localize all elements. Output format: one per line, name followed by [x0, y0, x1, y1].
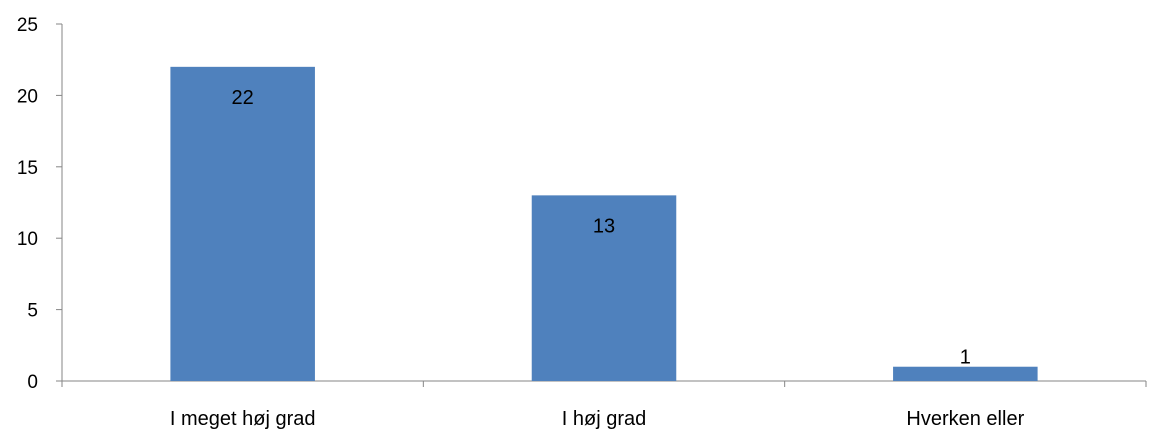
bars — [170, 66, 1038, 381]
y-tick-label: 20 — [17, 86, 38, 107]
x-category-label: Hverken eller — [906, 408, 1024, 430]
bar — [170, 66, 315, 381]
y-axis: 0 5 10 15 20 25 — [17, 15, 63, 393]
x-category-label: I meget høj grad — [170, 408, 316, 430]
data-labels: 22 13 1 — [232, 87, 971, 369]
x-axis: I meget høj grad I høj grad Hverken eller — [61, 380, 1147, 430]
y-tick-label: 25 — [17, 15, 38, 36]
y-tick-label: 5 — [27, 301, 38, 322]
bar — [531, 195, 677, 381]
data-label: 22 — [232, 87, 254, 109]
y-tick-label: 15 — [17, 158, 38, 179]
data-label: 13 — [593, 215, 615, 237]
data-label: 1 — [960, 347, 971, 369]
y-tick-label: 0 — [27, 372, 38, 393]
bar — [893, 366, 1038, 381]
x-category-label: I høj grad — [562, 408, 646, 430]
y-tick-label: 10 — [17, 229, 38, 250]
